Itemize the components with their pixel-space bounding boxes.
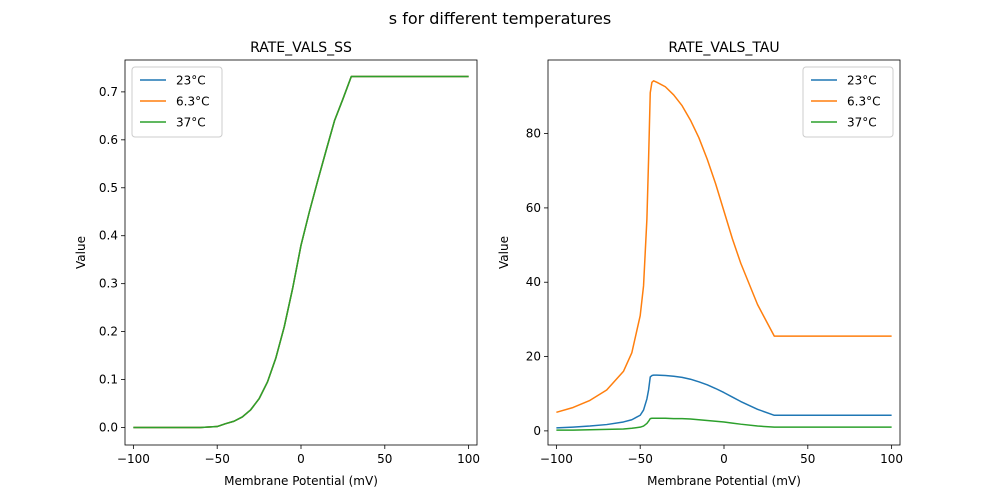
y-tick-label: 80 — [526, 127, 541, 141]
legend-box — [131, 66, 223, 138]
legend-label-1: 23°C — [847, 74, 877, 88]
x-tick-label: −100 — [117, 452, 150, 466]
y-tick-label: 0 — [533, 424, 541, 438]
x-axis-label: Membrane Potential (mV) — [647, 474, 801, 488]
series-line-3 — [133, 75, 469, 429]
series-lines — [133, 75, 469, 429]
subplot-title: RATE_VALS_TAU — [668, 40, 779, 56]
x-axis-label: Membrane Potential (mV) — [224, 474, 378, 488]
legend-label-2: 6.3°C — [176, 95, 209, 109]
y-tick-label: 0.2 — [99, 325, 118, 339]
y-tick-label: 0.5 — [99, 181, 118, 195]
subplot-1: RATE_VALS_SS −100 −50 0 50 100 0.0 0.1 0.2 0.3 0.4… — [74, 40, 480, 488]
y-tick-label: 0.4 — [99, 229, 118, 243]
legend-label-3: 37°C — [847, 116, 877, 130]
x-tick-label: 50 — [377, 452, 392, 466]
x-tick-label: 50 — [800, 452, 815, 466]
subplots: RATE_VALS_SS −100 −50 0 50 100 0.0 0.1 0.2 0.3 0.4… — [74, 40, 903, 488]
series-line-3 — [556, 417, 892, 431]
legend: 23°C 6.3°C 37°C — [802, 66, 894, 138]
y-axis-label: Value — [74, 236, 88, 269]
x-tick-label: −50 — [205, 452, 230, 466]
y-tick-label: 40 — [526, 275, 541, 289]
figure-suptitle: s for different temperatures — [389, 9, 611, 28]
y-tick-label: 0.6 — [99, 133, 118, 147]
legend-label-1: 23°C — [176, 74, 206, 88]
x-tick-label: −50 — [628, 452, 653, 466]
x-tick-label: 0 — [720, 452, 728, 466]
series-line-2 — [556, 80, 892, 414]
y-tick-label: 0.3 — [99, 277, 118, 291]
legend-label-2: 6.3°C — [847, 95, 880, 109]
x-tick-label: 0 — [297, 452, 305, 466]
y-tick-label: 60 — [526, 201, 541, 215]
y-tick-label: 0.0 — [99, 421, 118, 435]
x-tick-label: 100 — [457, 452, 480, 466]
legend-label-3: 37°C — [176, 116, 206, 130]
subplot-title: RATE_VALS_SS — [250, 40, 352, 56]
y-tick-label: 0.1 — [99, 373, 118, 387]
legend-box — [802, 66, 894, 138]
series-line-1 — [556, 374, 892, 429]
series-lines — [556, 80, 892, 431]
y-tick-label: 20 — [526, 350, 541, 364]
x-tick-label: 100 — [880, 452, 903, 466]
subplot-2: RATE_VALS_TAU −100 −50 0 50 100 0 20 40 60 80 Membr… — [497, 40, 903, 488]
y-tick-label: 0.7 — [99, 85, 118, 99]
y-axis-label: Value — [497, 236, 511, 269]
legend: 23°C 6.3°C 37°C — [131, 66, 223, 138]
x-tick-label: −100 — [540, 452, 573, 466]
